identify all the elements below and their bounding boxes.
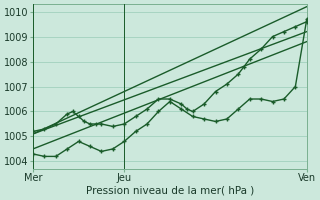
X-axis label: Pression niveau de la mer( hPa ): Pression niveau de la mer( hPa ): [86, 186, 254, 196]
